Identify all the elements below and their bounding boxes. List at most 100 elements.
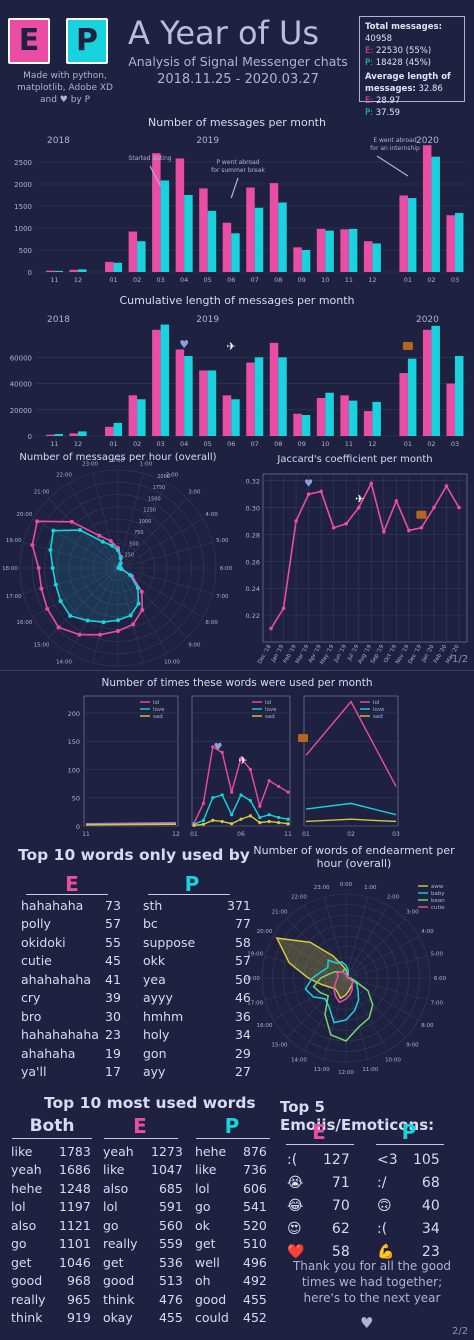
e-point <box>131 622 136 627</box>
emoji-p-table: <3 105:/ 68 🙃 40:(34 💪 23 <box>374 1148 443 1263</box>
hour-label: 6:00 <box>220 566 233 572</box>
table-row: bc 77 <box>140 915 254 934</box>
jaccard-point <box>382 529 386 534</box>
polar-spoke <box>92 567 119 663</box>
table-row: 💪 23 <box>374 1240 443 1263</box>
polar-spoke <box>117 542 213 569</box>
hour-label: 14:00 <box>291 1057 307 1063</box>
word-cell: really <box>11 1291 46 1307</box>
word-cell: ya'll <box>21 1064 47 1080</box>
e-point <box>45 606 50 611</box>
word-cell: also <box>11 1217 37 1233</box>
word-cell: hahahahaha <box>21 1027 99 1043</box>
logo-p: P <box>66 18 108 64</box>
most-p-underline <box>196 1138 270 1139</box>
word-cell: hahahaha <box>21 897 84 913</box>
jaccard-line <box>270 481 460 629</box>
year-label: 2019 <box>196 136 219 146</box>
e-bar <box>293 247 302 272</box>
suitcase-icon <box>416 510 427 519</box>
e-bar <box>69 269 79 272</box>
x-tick-label: 03 <box>451 440 459 448</box>
table-row: :(127 <box>284 1148 353 1171</box>
x-tick-label: 01 <box>302 831 310 838</box>
table-row: like 1047 <box>100 1161 186 1180</box>
y-tick-label: 0.24 <box>246 585 260 593</box>
e-bar <box>128 395 138 436</box>
p-bar <box>137 399 146 436</box>
hour-label: 9:00 <box>188 642 201 648</box>
word-cell: okay <box>103 1310 133 1326</box>
count-cell: 41 <box>105 971 121 987</box>
word-cell: well <box>195 1254 220 1270</box>
e-point <box>116 629 120 633</box>
count-cell: 1197 <box>59 1199 91 1215</box>
p-point <box>116 548 120 553</box>
word-cell: get <box>195 1236 216 1252</box>
e-bar <box>363 241 373 272</box>
p-bar <box>160 324 170 436</box>
count-cell: 736 <box>243 1162 267 1178</box>
r-tick-label: 1750 <box>153 485 166 491</box>
words-only-e-table: hahahaha 73 polly 57 okidoki 55 cutie 45 ahahaha… <box>18 896 124 1081</box>
e-count: 22530 (55%) <box>375 46 432 56</box>
most-e-header: E <box>133 1114 147 1138</box>
count-cell: 17 <box>105 1064 121 1080</box>
e-point <box>36 566 41 570</box>
e-point <box>108 538 113 543</box>
jaccard-point <box>331 525 336 530</box>
logo-e: E <box>8 18 50 64</box>
p-bar <box>113 422 123 436</box>
x-tick-label: 06 <box>227 276 235 284</box>
p-bar <box>254 207 264 272</box>
table-row: ya'll 17 <box>18 1063 124 1082</box>
jaccard-point <box>294 519 298 523</box>
p-bar <box>407 358 417 436</box>
table-row: get 510 <box>192 1235 270 1254</box>
p-bar <box>54 270 63 272</box>
word-cell: yeah <box>11 1162 42 1178</box>
year-label: 2018 <box>47 315 70 325</box>
polar-spoke <box>345 918 406 979</box>
e-bar <box>105 261 114 272</box>
p-bar <box>207 210 217 272</box>
p-point <box>68 613 73 618</box>
legend-label: baby <box>431 891 445 897</box>
table-row: 😂 70 <box>284 1194 353 1217</box>
word-cell: could <box>195 1310 229 1326</box>
word-cell: 🙃 <box>377 1197 392 1214</box>
x-tick-label: 07 <box>251 440 259 448</box>
plot-frame <box>262 473 468 643</box>
table-row: good 968 <box>8 1272 94 1291</box>
e-bar <box>175 349 185 436</box>
polar-spoke <box>345 935 419 979</box>
e-point <box>39 586 44 591</box>
total-value: 40958 <box>365 34 393 44</box>
polar-spoke <box>23 542 119 569</box>
count-cell: 70 <box>331 1197 350 1214</box>
jaccard-point <box>419 525 424 530</box>
e-point <box>140 608 145 613</box>
count-cell: 968 <box>66 1273 91 1289</box>
emoji-e-table: :(127 😭 71 😂 70 😍 62 ❤️ 58 <box>284 1148 353 1263</box>
count-cell: 39 <box>105 990 121 1006</box>
chart-title: Number of times these words were used pe… <box>101 677 372 689</box>
hour-label: 0:00 <box>340 882 353 888</box>
emoji-e-underline <box>286 1144 354 1145</box>
p-bar <box>431 156 440 272</box>
annotation-label: for summer break <box>211 167 265 174</box>
x-tick-label: Dec '18 <box>257 644 273 666</box>
p-point <box>135 585 140 590</box>
hour-label: 7:00 <box>431 1000 444 1006</box>
count-cell: 455 <box>243 1291 267 1307</box>
word-cell: ok <box>195 1217 210 1233</box>
lol-point <box>277 784 281 789</box>
polar-spoke <box>345 977 369 1060</box>
x-tick-label: 11 <box>284 831 292 838</box>
legend-label: love <box>153 707 165 713</box>
lol-point <box>248 767 252 772</box>
polar-spoke <box>117 498 188 569</box>
e-point <box>98 632 103 637</box>
p-label: P: <box>365 58 373 68</box>
x-tick-label: 11 <box>82 831 90 838</box>
